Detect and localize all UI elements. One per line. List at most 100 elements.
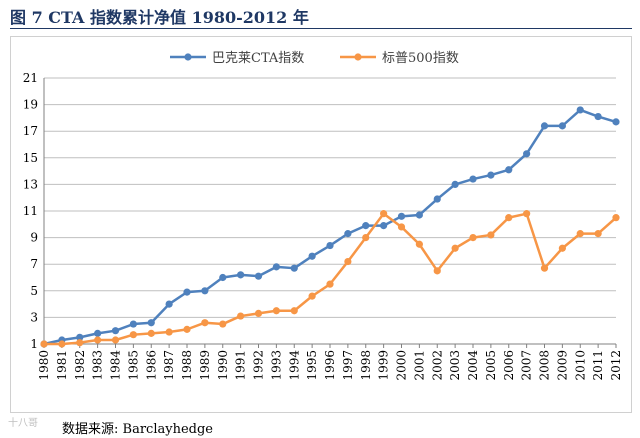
data-point [165, 300, 173, 308]
data-point [76, 333, 84, 341]
data-point [76, 339, 84, 347]
y-tick-label: 1 [30, 337, 38, 351]
data-point [290, 307, 298, 315]
data-point [290, 264, 298, 272]
x-tick-label: 1991 [234, 350, 248, 381]
data-point [129, 320, 137, 328]
legend-marker [184, 53, 192, 61]
data-point [308, 252, 316, 260]
data-point [40, 340, 48, 348]
x-tick-label: 1987 [162, 350, 176, 381]
source-note: 数据来源: Barclayhedge [62, 418, 213, 437]
y-tick-label: 3 [30, 310, 38, 324]
data-point [451, 180, 459, 188]
data-point [111, 327, 120, 335]
data-point [523, 210, 531, 218]
data-point [612, 214, 620, 222]
data-point [219, 273, 227, 282]
y-tick-label: 21 [23, 71, 38, 85]
data-point [469, 175, 477, 183]
legend-label: 标普500指数 [382, 51, 459, 66]
x-tick-label: 1995 [305, 350, 319, 381]
data-point [505, 214, 513, 222]
x-tick-label: 2009 [555, 350, 569, 381]
data-point [487, 231, 495, 239]
data-point [272, 307, 280, 315]
data-point [523, 150, 531, 158]
data-point [111, 336, 120, 344]
data-point [505, 166, 513, 174]
y-tick-label: 11 [23, 204, 38, 218]
source-value: Barclayhedge [122, 422, 213, 437]
y-tick-label: 9 [30, 231, 38, 245]
x-tick-label: 2003 [448, 350, 462, 381]
data-point [362, 222, 370, 230]
data-point [58, 340, 66, 348]
x-tick-label: 1981 [55, 350, 69, 381]
data-point [326, 280, 334, 288]
data-point [469, 234, 477, 242]
x-tick-label: 1993 [269, 350, 283, 381]
data-point [540, 264, 549, 272]
x-tick-label: 2001 [412, 350, 426, 381]
data-point [594, 112, 602, 121]
source-label: 数据来源: [62, 422, 119, 437]
data-point [540, 122, 549, 130]
x-tick-label: 2002 [430, 350, 444, 381]
data-point [237, 271, 245, 279]
y-tick-label: 15 [23, 151, 38, 165]
x-tick-label: 1999 [377, 350, 391, 381]
data-point [147, 329, 155, 337]
data-point [415, 240, 423, 248]
data-point [433, 267, 441, 275]
x-tick-label: 2008 [538, 350, 552, 381]
data-point [94, 336, 102, 344]
x-tick-label: 2004 [466, 350, 480, 381]
data-point [433, 195, 441, 203]
data-point [201, 287, 209, 295]
legend-marker [354, 53, 362, 61]
data-point [219, 320, 227, 328]
data-point [487, 171, 495, 179]
data-point [380, 222, 388, 230]
grid [44, 77, 616, 345]
data-point [129, 331, 137, 339]
data-point [147, 319, 155, 327]
data-point [415, 211, 423, 219]
data-point [362, 234, 370, 242]
x-tick-label: 1997 [341, 350, 355, 381]
data-point [254, 272, 263, 280]
data-point [397, 223, 406, 231]
title-divider [10, 28, 632, 29]
data-point [576, 230, 584, 238]
x-tick-label: 1988 [180, 350, 194, 381]
x-tick-label: 1983 [91, 350, 105, 381]
x-tick-label: 1989 [198, 350, 212, 381]
y-tick-label: 19 [23, 98, 38, 112]
data-point [612, 118, 620, 126]
legend-label: 巴克莱CTA指数 [212, 51, 304, 66]
x-tick-label: 2007 [520, 350, 534, 381]
data-point [380, 210, 388, 218]
x-tick-label: 1998 [359, 350, 373, 381]
x-tick-label: 1982 [73, 350, 87, 381]
x-tick-label: 1994 [287, 350, 301, 381]
y-tick-label: 7 [30, 257, 38, 271]
data-point [576, 106, 584, 114]
data-point [594, 230, 602, 238]
y-tick-label: 13 [23, 177, 38, 191]
x-tick-label: 1986 [144, 350, 158, 381]
y-tick-label: 5 [30, 284, 38, 298]
data-point [344, 230, 352, 238]
data-point [308, 292, 316, 300]
data-point [254, 309, 263, 318]
data-point [344, 257, 352, 266]
data-point [201, 319, 209, 327]
series [40, 106, 620, 348]
data-point [183, 288, 191, 296]
y-tick-label: 17 [23, 124, 38, 138]
data-point [558, 122, 566, 130]
data-point [326, 241, 334, 250]
